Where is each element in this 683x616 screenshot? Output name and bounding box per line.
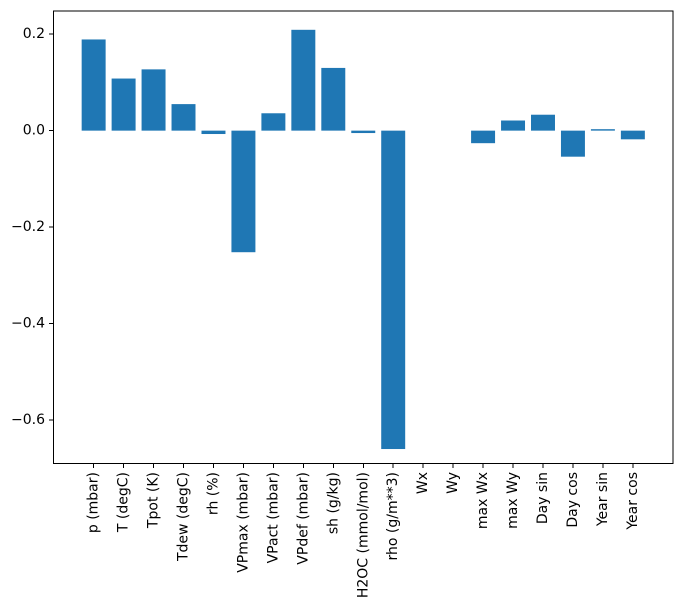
x-tick-label: VPact (mbar) — [265, 472, 281, 563]
bar — [201, 130, 226, 135]
bar — [261, 113, 286, 131]
x-tick-label: rho (g/m**3) — [385, 472, 401, 560]
bar — [471, 130, 496, 144]
x-tick-label: VPdef (mbar) — [295, 472, 311, 565]
y-axis: 0.2 0.0 −0.2 −0.4 −0.6 — [11, 26, 54, 428]
y-tick-label: 0.0 — [23, 123, 45, 139]
bar — [321, 67, 346, 131]
x-tick-label: Day cos — [565, 472, 581, 528]
x-tick-label: Day sin — [535, 472, 551, 524]
x-tick-label: H2OC (mmol/mol) — [355, 472, 371, 598]
x-tick-label: Year sin — [595, 472, 611, 527]
x-tick-label: sh (g/kg) — [325, 472, 341, 534]
x-tick-label: Tdew (degC) — [176, 472, 192, 562]
bar — [560, 130, 585, 157]
bar — [351, 130, 376, 134]
x-tick-label: max Wx — [475, 472, 491, 529]
bar — [111, 78, 136, 131]
y-tick-label: −0.6 — [11, 412, 45, 428]
bar — [531, 114, 555, 131]
bar — [501, 120, 526, 131]
x-tick-label: Wy — [445, 472, 461, 494]
x-tick-label: max Wy — [505, 472, 521, 529]
x-tick-label: Wx — [415, 472, 431, 494]
bar — [381, 130, 406, 450]
x-tick-label: Tpot (K) — [146, 472, 162, 529]
x-tick-label: rh (%) — [205, 472, 221, 515]
bar — [590, 129, 615, 131]
y-tick-label: 0.2 — [23, 26, 45, 42]
bars-group — [81, 29, 645, 450]
bar — [620, 130, 645, 140]
x-tick-label: p (mbar) — [86, 472, 102, 533]
bar — [81, 39, 106, 131]
x-tick-label: Year cos — [625, 472, 641, 531]
bar — [141, 69, 166, 131]
bar — [231, 130, 256, 253]
x-tick-label: VPmax (mbar) — [235, 472, 251, 573]
bar — [171, 104, 196, 131]
x-tick-label: T (degC) — [116, 472, 132, 533]
y-tick-label: −0.2 — [11, 219, 45, 235]
y-tick-label: −0.4 — [11, 316, 45, 332]
bar — [291, 29, 316, 131]
x-axis: p (mbar) T (degC) Tpot (K) Tdew (degC) rh (%… — [86, 463, 641, 598]
